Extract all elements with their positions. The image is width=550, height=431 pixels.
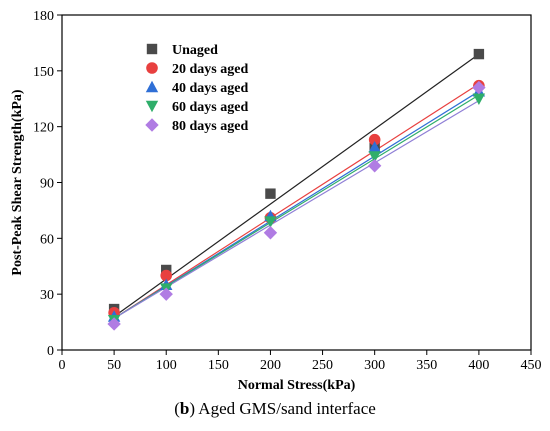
- data-point-series-2: [368, 133, 381, 146]
- data-point-series-5: [472, 80, 486, 95]
- figure-caption: (b) Aged GMS/sand interface: [174, 399, 376, 418]
- x-tick-label: 400: [468, 358, 489, 373]
- fit-line-series-5: [113, 100, 480, 319]
- legend-marker-5: [145, 118, 159, 132]
- chart: 0 50 100 150 200 250 300 350 400 450 0 30 60 90 120 150…: [10, 9, 542, 393]
- data-point-series-3: [368, 140, 381, 153]
- y-tick-label: 60: [40, 232, 54, 247]
- fit-lines: [113, 53, 480, 319]
- data-point-series-4: [264, 216, 277, 228]
- plot-frame: [61, 14, 532, 351]
- x-tick-label: 100: [156, 358, 177, 373]
- x-tick-label: 50: [107, 358, 121, 373]
- data-points: [107, 48, 486, 331]
- fit-line-series-1: [113, 53, 480, 317]
- fit-line-series-4: [113, 94, 480, 319]
- data-point-series-2: [160, 269, 173, 282]
- data-point-series-4: [472, 93, 486, 105]
- x-axis-title: Normal Stress(kPa): [238, 378, 356, 393]
- data-point-series-5: [263, 226, 278, 240]
- legend-marker-4: [145, 100, 159, 113]
- x-tick-label: 450: [521, 358, 542, 373]
- legend-marker-3: [145, 80, 159, 93]
- legend-label-2: 20 days aged: [172, 62, 248, 77]
- caption-letter: b: [179, 399, 190, 418]
- data-point-series-5: [107, 317, 121, 331]
- x-tick-label: 0: [59, 358, 66, 373]
- x-tick-label: 150: [208, 358, 229, 373]
- legend: Unaged 20 days aged 40 days aged 60 days ag…: [145, 43, 248, 134]
- legend-marker-1: [146, 43, 158, 55]
- data-point-series-4: [368, 151, 381, 163]
- fit-line-series-2: [113, 83, 480, 319]
- x-tick-label: 200: [260, 358, 281, 373]
- data-point-series-5: [367, 159, 382, 173]
- y-tick-label: 0: [47, 344, 54, 359]
- x-tick-label: 350: [416, 358, 437, 373]
- legend-label-1: Unaged: [172, 43, 218, 58]
- y-tick-label: 90: [40, 177, 54, 192]
- y-tick-label: 180: [33, 9, 54, 24]
- x-tick-label: 250: [312, 358, 333, 373]
- legend-marker-2: [146, 62, 158, 74]
- data-point-series-1: [473, 48, 485, 60]
- y-tick-label: 150: [33, 65, 54, 80]
- axes: 0 50 100 150 200 250 300 350 400 450 0 30 60 90 120 150…: [10, 9, 542, 393]
- legend-label-5: 80 days aged: [172, 119, 248, 134]
- data-point-series-5: [159, 287, 173, 301]
- y-axis-title: Post-Peak Shear Strength(kPa): [10, 89, 25, 275]
- legend-label-4: 60 days aged: [172, 100, 248, 115]
- y-tick-label: 30: [40, 288, 54, 303]
- data-point-series-1: [265, 188, 276, 199]
- y-tick-label: 120: [33, 121, 54, 136]
- legend-label-3: 40 days aged: [172, 81, 248, 96]
- x-tick-label: 300: [364, 358, 385, 373]
